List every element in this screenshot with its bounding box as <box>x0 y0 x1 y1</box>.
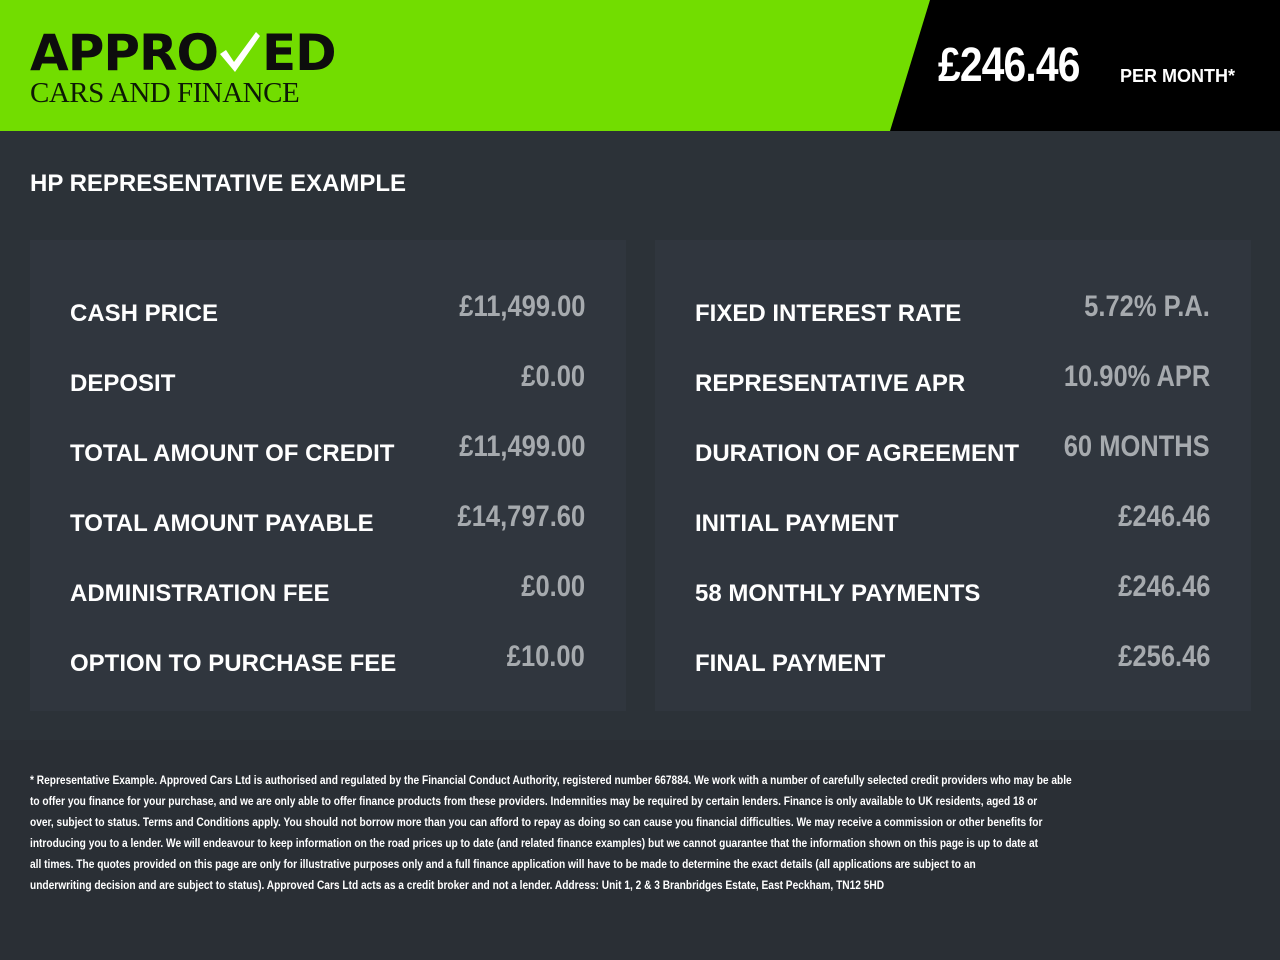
per-month-label: PER MONTH* <box>1120 66 1236 86</box>
finance-row: 58 MONTHLY PAYMENTS £246.46 <box>695 570 1210 610</box>
finance-row: INITIAL PAYMENT £246.46 <box>695 500 1210 540</box>
header-green-band <box>0 0 930 131</box>
finance-panel-left: CASH PRICE £11,499.00 DEPOSIT £0.00 TOTAL AM… <box>30 240 626 711</box>
finance-panel-right: FIXED INTEREST RATE 5.72% P.A. REPRESENTAT… <box>655 240 1251 711</box>
finance-label: TOTAL AMOUNT PAYABLE <box>70 510 374 537</box>
finance-label: DURATION OF AGREEMENT <box>695 440 1019 467</box>
finance-label: REPRESENTATIVE APR <box>695 370 966 397</box>
finance-row: DEPOSIT £0.00 <box>70 360 585 400</box>
finance-row: CASH PRICE £11,499.00 <box>70 290 585 330</box>
finance-value: 10.90% APR <box>1063 360 1210 393</box>
finance-value: £0.00 <box>521 360 585 393</box>
disclaimer-line: * Representative Example. Approved Cars … <box>30 773 1072 787</box>
finance-row: FIXED INTEREST RATE 5.72% P.A. <box>695 290 1210 330</box>
finance-row: TOTAL AMOUNT OF CREDIT £11,499.00 <box>70 430 585 470</box>
disclaimer-line: over, subject to status. Terms and Condi… <box>30 815 1043 829</box>
section-title: HP REPRESENTATIVE EXAMPLE <box>30 170 407 197</box>
finance-value: £246.46 <box>1117 570 1210 603</box>
disclaimer-line: introducing you to a lender. We will end… <box>30 836 1039 850</box>
finance-label: OPTION TO PURCHASE FEE <box>70 650 397 677</box>
finance-value: £11,499.00 <box>458 290 585 323</box>
finance-label: TOTAL AMOUNT OF CREDIT <box>70 440 395 467</box>
finance-row: OPTION TO PURCHASE FEE £10.00 <box>70 640 585 680</box>
finance-row: FINAL PAYMENT £256.46 <box>695 640 1210 680</box>
finance-value: 5.72% P.A. <box>1084 290 1210 323</box>
disclaimer-line: all times. The quotes provided on this p… <box>30 857 976 871</box>
finance-value: £11,499.00 <box>458 430 585 463</box>
finance-value: £14,797.60 <box>457 500 585 533</box>
header: APPRO ED CARS AND FINANCE £246.46 PER MON… <box>0 0 1280 131</box>
disclaimer-text: * Representative Example. Approved Cars … <box>30 770 1280 896</box>
checkmark-icon <box>220 32 260 72</box>
finance-label: DEPOSIT <box>70 370 176 397</box>
monthly-price: £246.46 <box>938 39 1080 92</box>
logo: APPRO ED CARS AND FINANCE <box>30 24 337 109</box>
disclaimer-line: underwriting decision and are subject to… <box>30 878 885 892</box>
finance-row: DURATION OF AGREEMENT 60 MONTHS <box>695 430 1210 470</box>
disclaimer-line: to offer you finance for your purchase, … <box>30 794 1038 808</box>
disclaimer-footer: * Representative Example. Approved Cars … <box>0 740 1280 960</box>
finance-value: £256.46 <box>1117 640 1210 673</box>
finance-row: ADMINISTRATION FEE £0.00 <box>70 570 585 610</box>
logo-text: APPRO <box>30 24 219 82</box>
finance-value: 60 MONTHS <box>1064 430 1210 463</box>
finance-label: CASH PRICE <box>70 300 219 327</box>
finance-label: ADMINISTRATION FEE <box>70 580 330 607</box>
finance-label: FINAL PAYMENT <box>695 650 886 677</box>
finance-label: FIXED INTEREST RATE <box>695 300 962 327</box>
finance-value: £246.46 <box>1117 500 1210 533</box>
finance-row: TOTAL AMOUNT PAYABLE £14,797.60 <box>70 500 585 540</box>
finance-label: INITIAL PAYMENT <box>695 510 899 537</box>
finance-row: REPRESENTATIVE APR 10.90% APR <box>695 360 1210 400</box>
finance-value: £0.00 <box>521 570 585 603</box>
finance-label: 58 MONTHLY PAYMENTS <box>695 580 981 607</box>
logo-text: ED <box>262 24 337 82</box>
finance-value: £10.00 <box>506 640 585 673</box>
logo-subtitle: CARS AND FINANCE <box>30 77 300 109</box>
